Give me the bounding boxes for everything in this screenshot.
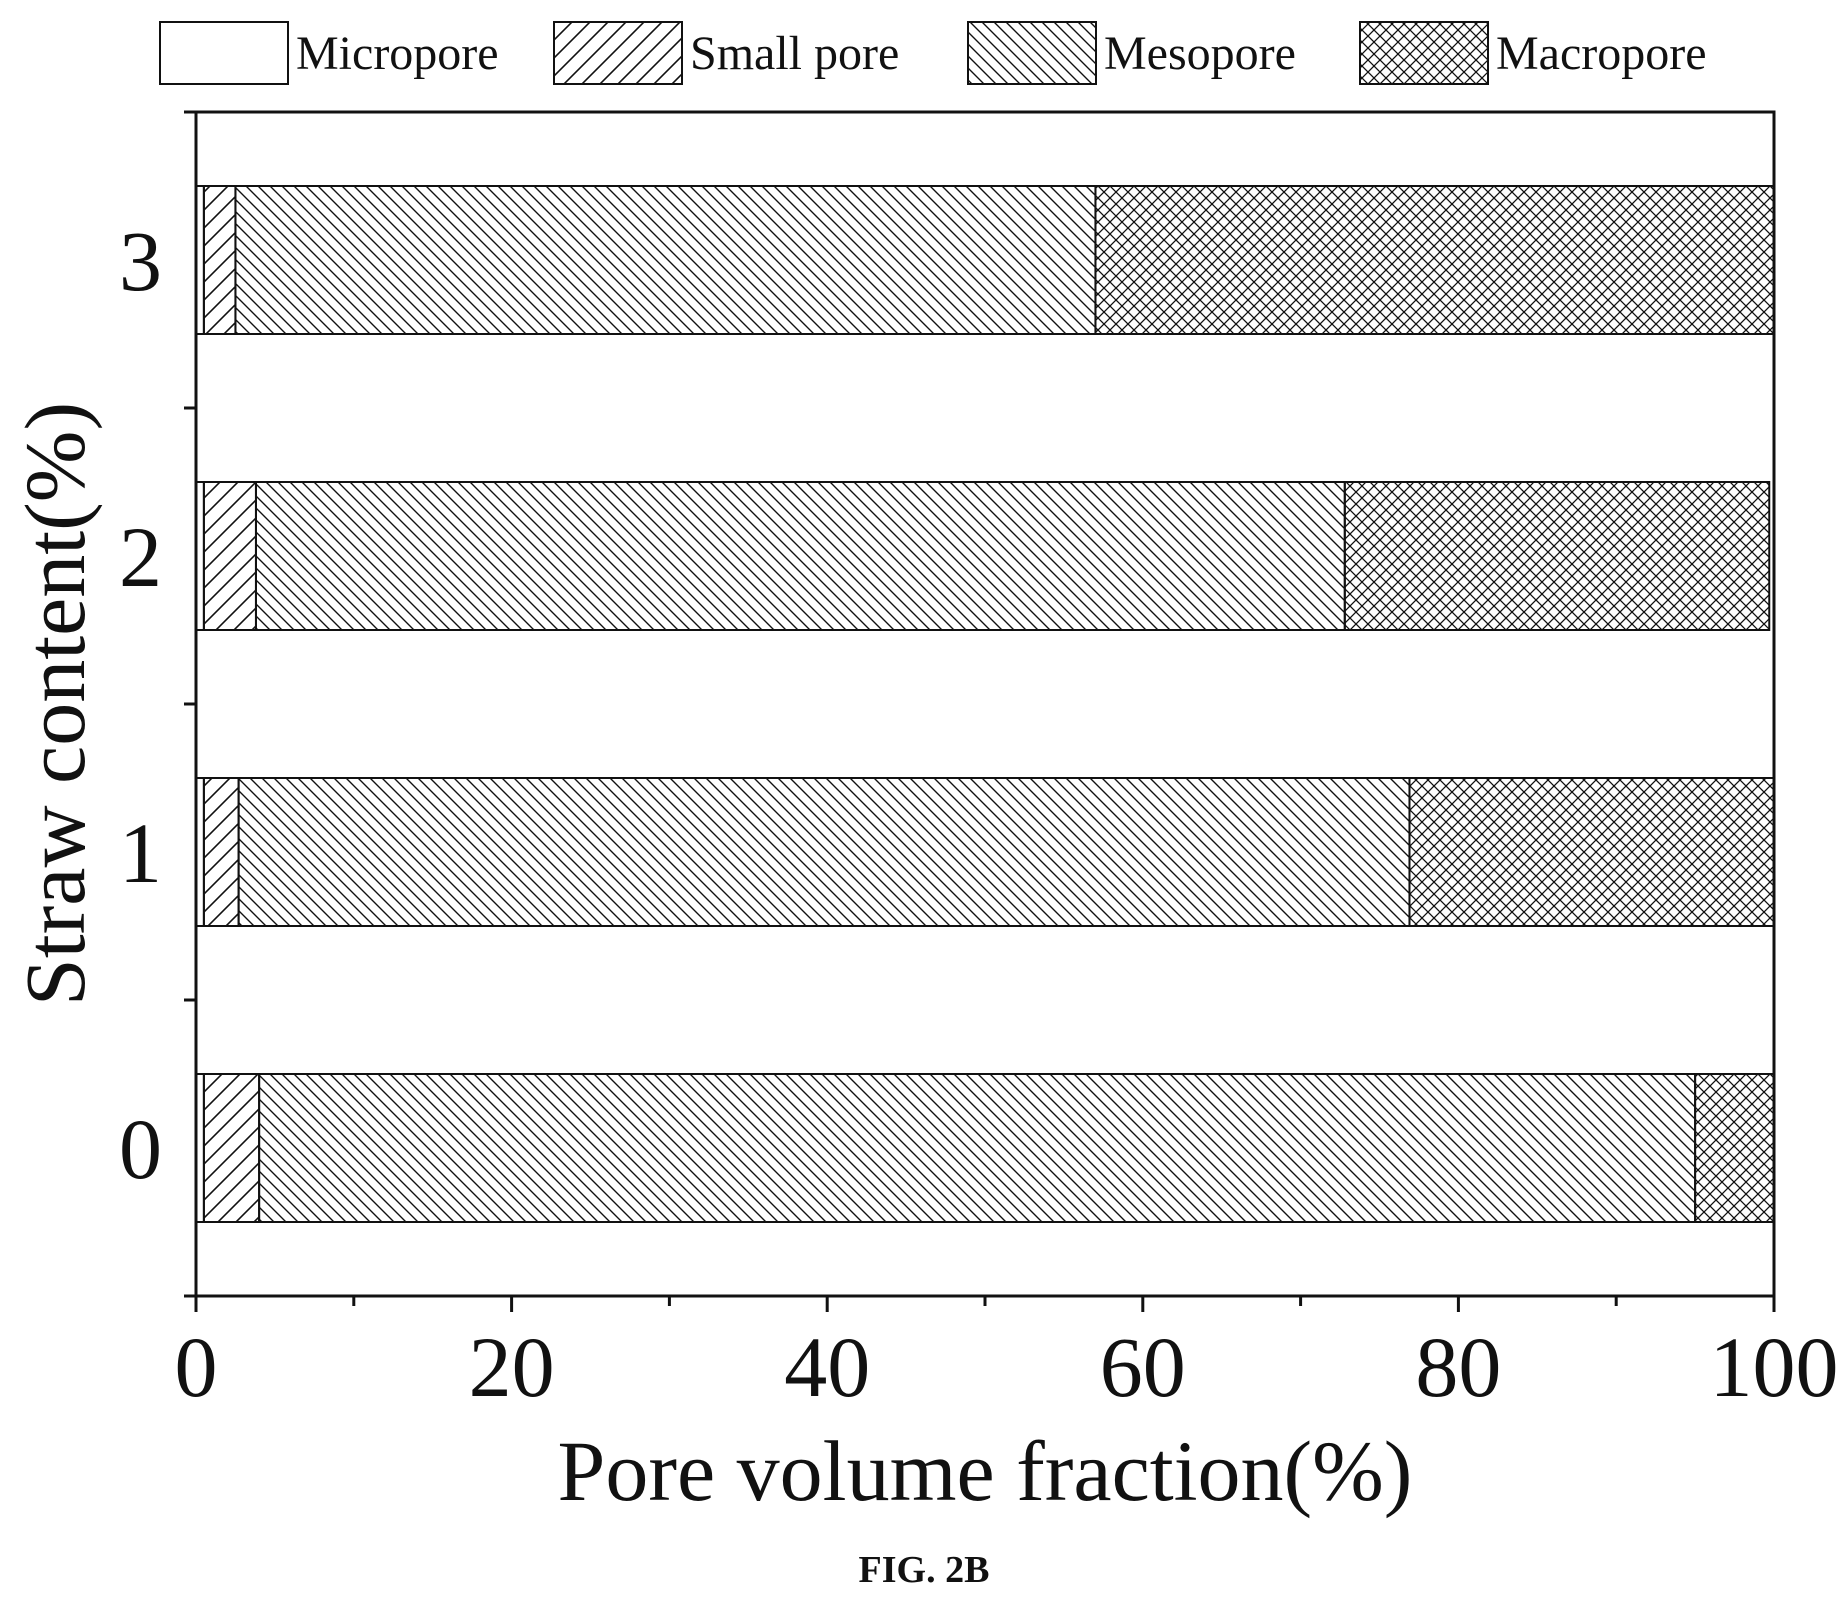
y-axis-title: Straw content(%) xyxy=(7,402,103,1006)
bar-segment-macropore-2 xyxy=(1343,481,1771,631)
bar-segment-small-pore-3 xyxy=(202,185,237,335)
x-axis-ticks: 0 20 40 60 80 100 xyxy=(175,1296,1839,1415)
legend-label: Macropore xyxy=(1496,27,1707,80)
y-tick-label: 2 xyxy=(119,509,162,605)
figure-caption: FIG. 2B xyxy=(858,1549,990,1591)
bar-segment-mesopore-1 xyxy=(237,777,1411,927)
legend-swatch-mesopore xyxy=(967,21,1097,85)
y-tick-label: 3 xyxy=(119,213,162,309)
x-axis-title: Pore volume fraction(%) xyxy=(558,1423,1413,1519)
legend: Micropore Small pore Mesopore Macropore xyxy=(159,21,1707,85)
x-tick-label: 60 xyxy=(1100,1319,1186,1415)
y-tick-label: 1 xyxy=(119,805,162,901)
x-tick-label: 20 xyxy=(469,1319,555,1415)
x-tick-label: 80 xyxy=(1415,1319,1501,1415)
x-tick-label: 40 xyxy=(784,1319,870,1415)
bar-segment-mesopore-2 xyxy=(254,481,1346,631)
legend-label: Small pore xyxy=(690,27,899,80)
bars xyxy=(195,185,1776,1223)
bar-segment-mesopore-3 xyxy=(234,185,1097,335)
y-tick-label: 0 xyxy=(119,1101,162,1197)
bar-segment-small-pore-1 xyxy=(202,777,240,927)
legend-label: Micropore xyxy=(296,27,499,80)
bar-segment-macropore-1 xyxy=(1408,777,1776,927)
x-tick-label: 100 xyxy=(1710,1319,1839,1415)
bar-segment-macropore-0 xyxy=(1694,1073,1775,1223)
bar-segment-macropore-3 xyxy=(1094,185,1775,335)
legend-swatch-small-pore xyxy=(553,21,683,85)
y-axis-ticks: 0 1 2 3 xyxy=(119,110,196,1298)
bar-segment-mesopore-0 xyxy=(258,1073,1697,1223)
legend-label: Mesopore xyxy=(1104,27,1296,80)
x-tick-label: 0 xyxy=(175,1319,218,1415)
legend-swatch-micropore xyxy=(159,21,289,85)
bar-segment-small-pore-2 xyxy=(202,481,257,631)
legend-swatch-macropore xyxy=(1359,21,1489,85)
bar-segment-small-pore-0 xyxy=(202,1073,261,1223)
